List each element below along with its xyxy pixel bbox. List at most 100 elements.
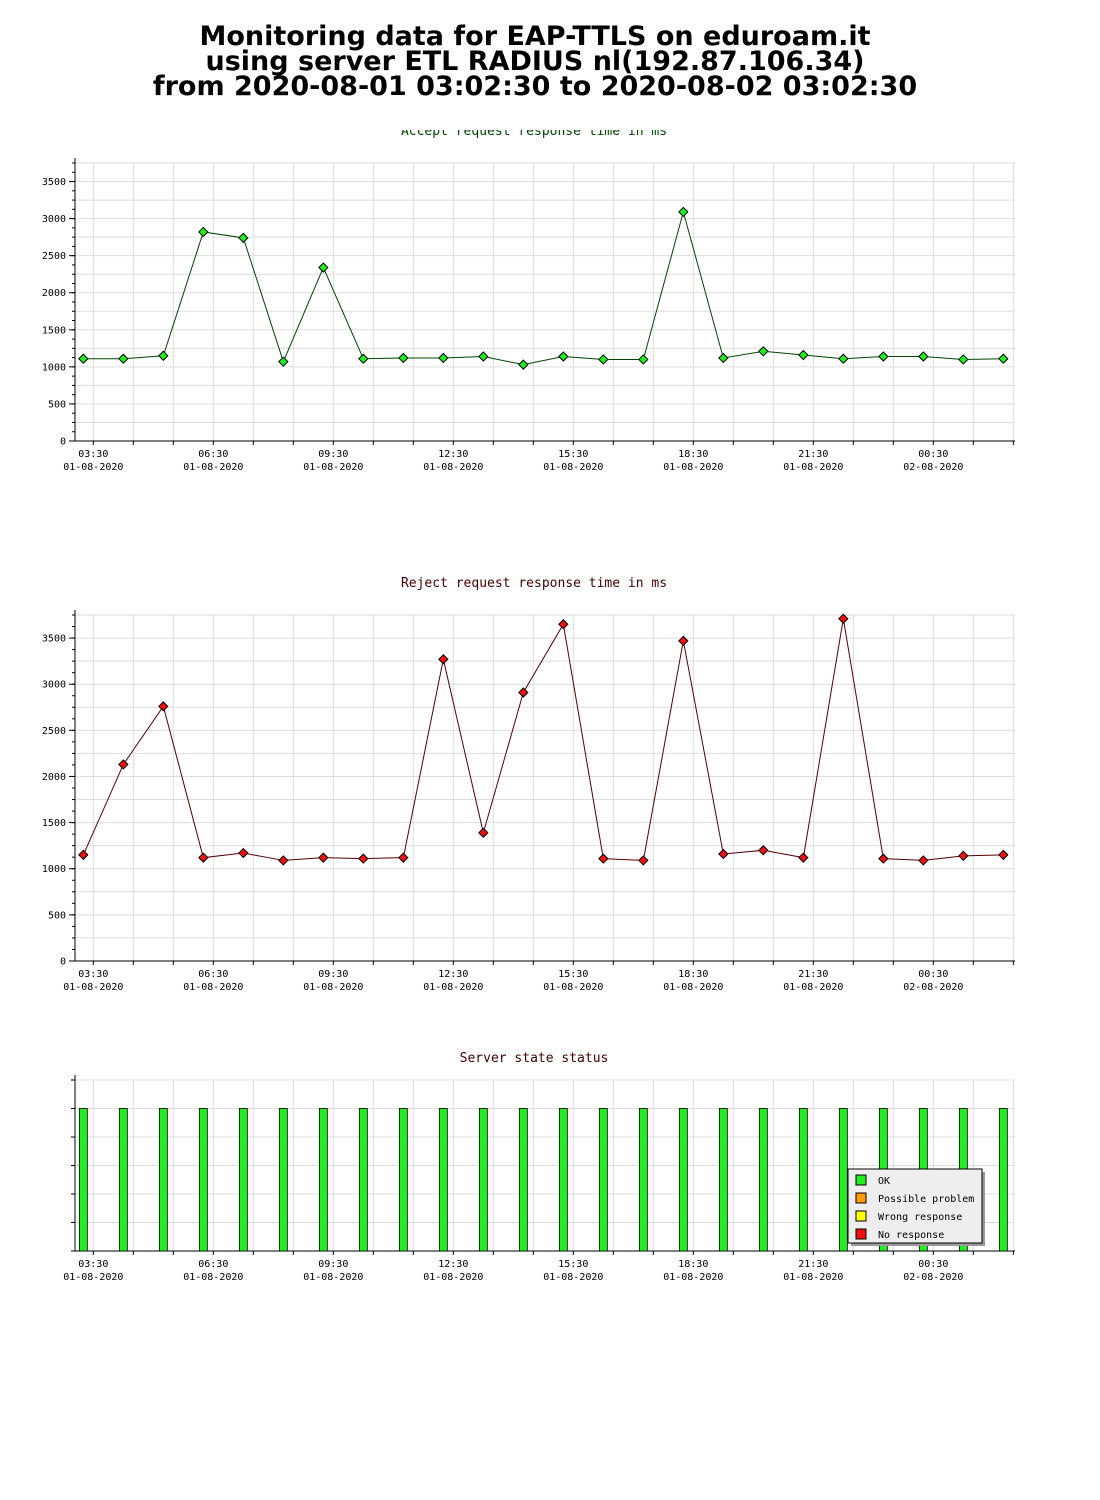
x-tick-label-date: 01-08-2020 (303, 1272, 363, 1283)
status-bar (358, 1108, 368, 1252)
data-point (478, 827, 489, 838)
x-tick-label-date: 01-08-2020 (423, 1272, 483, 1283)
x-tick-label-time: 09:30 (318, 1259, 348, 1270)
x-tick-label-date: 01-08-2020 (63, 1272, 123, 1283)
status-bar (718, 1108, 728, 1252)
x-tick-label-time: 18:30 (678, 969, 708, 980)
data-point (678, 206, 689, 218)
x-tick-label-time: 03:30 (78, 1259, 108, 1270)
data-point (558, 619, 569, 630)
status-bar (158, 1108, 168, 1252)
data-point (158, 701, 169, 712)
x-tick-label-time: 18:30 (678, 1259, 708, 1270)
x-tick-label-time: 21:30 (798, 1259, 828, 1270)
y-tick-label: 1500 (42, 818, 66, 829)
data-point (598, 354, 609, 365)
page-title: Monitoring data for EAP-TTLS on eduroam.… (0, 23, 1070, 100)
x-tick-label-time: 15:30 (558, 969, 588, 980)
x-tick-label-date: 01-08-2020 (303, 462, 363, 473)
x-tick-label-date: 01-08-2020 (783, 1272, 843, 1283)
x-tick-label-time: 12:30 (438, 1259, 468, 1270)
legend-label: OK (878, 1176, 890, 1187)
status-bar (238, 1108, 248, 1252)
data-point (438, 352, 449, 364)
x-tick-label-time: 00:30 (918, 1259, 948, 1270)
x-tick-label-date: 01-08-2020 (183, 1272, 243, 1283)
data-point (278, 356, 289, 367)
data-point (718, 352, 729, 364)
legend-label: Possible problem (878, 1194, 974, 1205)
status-bar (838, 1108, 848, 1252)
chart-title: Accept request response time in ms (401, 130, 667, 139)
data-point (358, 353, 369, 364)
y-tick-label: 3000 (42, 680, 66, 691)
y-tick-label: 3000 (42, 214, 66, 225)
data-point (598, 853, 609, 864)
x-tick-label-date: 01-08-2020 (423, 982, 483, 993)
x-tick-label-time: 06:30 (198, 969, 228, 980)
x-tick-label-date: 01-08-2020 (543, 462, 603, 473)
y-tick-label: 1500 (42, 325, 66, 336)
status-bar (998, 1108, 1008, 1252)
status-bar (278, 1108, 288, 1252)
status-bar (118, 1108, 128, 1252)
legend-label: No response (878, 1230, 944, 1241)
data-point (318, 262, 329, 273)
status-bar (798, 1108, 808, 1252)
x-tick-label-time: 18:30 (678, 449, 708, 460)
x-tick-label-time: 21:30 (798, 449, 828, 460)
data-point (958, 354, 969, 365)
title-line-2: using server ETL RADIUS nl(192.87.106.34… (205, 46, 865, 77)
x-tick-label-date: 01-08-2020 (303, 982, 363, 993)
y-tick-label: 1000 (42, 864, 66, 875)
data-point (558, 351, 569, 362)
y-tick-label: 500 (48, 399, 66, 410)
x-tick-label-time: 12:30 (438, 449, 468, 460)
status-bar (438, 1108, 448, 1252)
data-point (318, 852, 329, 863)
data-point (798, 852, 809, 863)
legend-label: Wrong response (878, 1212, 962, 1223)
data-point (118, 759, 129, 770)
data-point (238, 847, 249, 859)
x-tick-label-date: 01-08-2020 (783, 462, 843, 473)
legend-swatch (855, 1210, 867, 1222)
status-bar (638, 1108, 648, 1252)
y-tick-label: 3500 (42, 177, 66, 188)
data-point (438, 654, 449, 665)
x-tick-label-date: 01-08-2020 (543, 982, 603, 993)
data-point (198, 852, 209, 863)
y-tick-label: 2000 (42, 772, 66, 783)
data-point (838, 613, 849, 624)
data-point (718, 848, 729, 860)
server-status-chart: Server state status 03:30 01-08-2020 06:30 0… (63, 1051, 1015, 1283)
status-bar (478, 1108, 488, 1252)
x-tick-label-time: 12:30 (438, 969, 468, 980)
data-point (638, 354, 649, 365)
status-bar (678, 1108, 688, 1252)
series-line (82, 618, 1004, 861)
data-point (918, 351, 929, 362)
y-tick-label: 2000 (42, 288, 66, 299)
legend-swatch (855, 1192, 867, 1204)
data-point (358, 853, 369, 864)
x-tick-label-date: 01-08-2020 (663, 462, 723, 473)
x-tick-label-date: 01-08-2020 (63, 982, 123, 993)
x-tick-label-time: 09:30 (318, 969, 348, 980)
status-bar (198, 1108, 208, 1252)
y-tick-label: 1000 (42, 362, 66, 373)
x-tick-label-date: 01-08-2020 (183, 982, 243, 993)
status-bar (598, 1108, 608, 1252)
x-tick-label-time: 09:30 (318, 449, 348, 460)
legend-box (847, 1168, 983, 1244)
x-tick-label-time: 21:30 (798, 969, 828, 980)
data-point (918, 855, 929, 866)
x-tick-label-time: 03:30 (78, 969, 108, 980)
x-tick-label-date: 01-08-2020 (663, 982, 723, 993)
accept-response-chart: Accept request response time in ms 03:30 0… (42, 130, 1015, 473)
data-point (878, 853, 889, 864)
status-bar (78, 1108, 88, 1252)
x-tick-label-time: 15:30 (558, 449, 588, 460)
data-point (518, 687, 529, 698)
legend-swatch (855, 1174, 867, 1186)
